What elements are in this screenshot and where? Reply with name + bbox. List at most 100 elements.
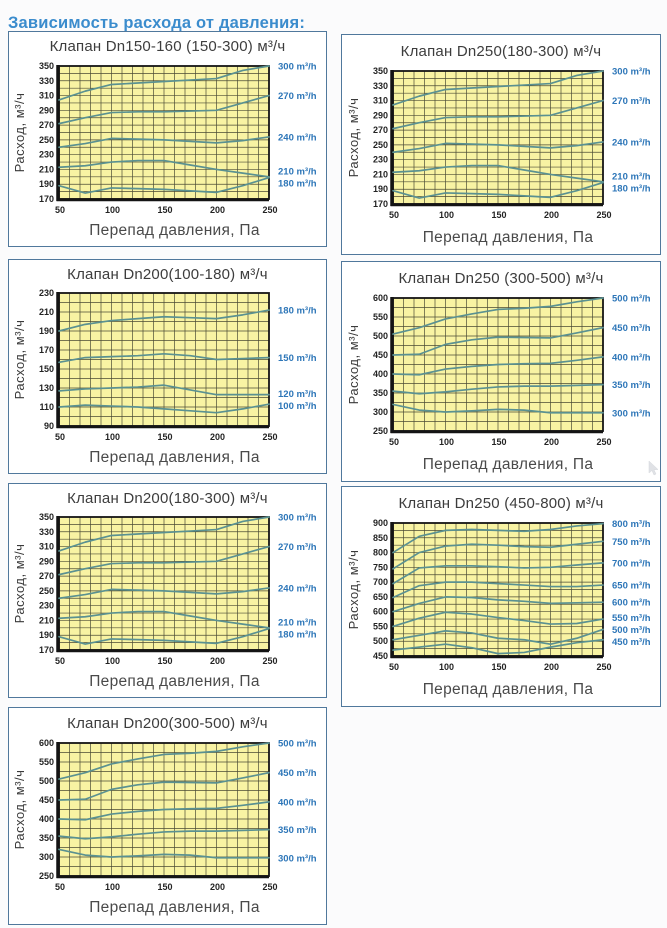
svg-text:300 m³/h: 300 m³/h	[612, 408, 651, 419]
svg-text:100: 100	[105, 432, 120, 442]
svg-text:350: 350	[372, 388, 387, 398]
flow-vs-pressure-chart: 250 300 350 400 450 500 550 600 50 100 150 200 250 Ра…	[346, 293, 651, 447]
svg-text:210: 210	[39, 615, 54, 625]
chart-title: Клапан Dn200(180-300) м³/ч	[67, 490, 268, 507]
svg-text:190: 190	[39, 179, 54, 189]
svg-text:450 m³/h: 450 m³/h	[278, 768, 317, 779]
svg-text:200: 200	[543, 210, 558, 220]
svg-text:150: 150	[157, 882, 172, 892]
svg-text:240 m³/h: 240 m³/h	[278, 583, 317, 594]
svg-text:400: 400	[372, 369, 387, 379]
svg-text:100: 100	[105, 882, 120, 892]
svg-text:400 m³/h: 400 m³/h	[278, 797, 317, 808]
svg-text:150: 150	[157, 656, 172, 666]
svg-text:230: 230	[372, 155, 387, 165]
svg-text:600: 600	[39, 738, 54, 748]
svg-text:270: 270	[39, 120, 54, 130]
svg-text:100: 100	[105, 205, 120, 215]
svg-text:550: 550	[372, 621, 387, 631]
svg-text:150: 150	[491, 210, 506, 220]
svg-text:800: 800	[372, 548, 387, 558]
svg-text:600 m³/h: 600 m³/h	[612, 598, 651, 609]
svg-text:150: 150	[157, 432, 172, 442]
svg-text:250: 250	[372, 426, 387, 436]
svg-text:500 m³/h: 500 m³/h	[612, 294, 651, 305]
svg-text:700 m³/h: 700 m³/h	[612, 558, 651, 569]
svg-text:50: 50	[388, 662, 398, 672]
chart-panel-dn150-160: Клапан Dn150-160 (150-300) м³/ч 170 190 21…	[8, 31, 327, 247]
svg-text:300 m³/h: 300 m³/h	[612, 67, 651, 78]
svg-text:170: 170	[39, 194, 54, 204]
svg-text:270: 270	[39, 571, 54, 581]
page-title: Зависимость расхода от давления:	[8, 14, 306, 33]
svg-text:550: 550	[39, 757, 54, 767]
svg-text:500: 500	[372, 331, 387, 341]
svg-text:150: 150	[157, 205, 172, 215]
chart-title: Клапан Dn250 (300-500) м³/ч	[398, 269, 604, 287]
svg-text:100: 100	[105, 656, 120, 666]
svg-text:500: 500	[372, 636, 387, 646]
svg-text:230: 230	[39, 601, 54, 611]
svg-text:850: 850	[372, 533, 387, 543]
svg-text:100 m³/h: 100 m³/h	[278, 401, 317, 412]
mouse-cursor-icon	[648, 461, 659, 476]
svg-text:350: 350	[39, 61, 54, 71]
svg-text:270 m³/h: 270 m³/h	[278, 542, 317, 553]
svg-text:450: 450	[39, 795, 54, 805]
x-axis-title: Перепад давления, Па	[89, 221, 260, 239]
svg-text:180 m³/h: 180 m³/h	[278, 630, 317, 641]
svg-text:Расход, м³/ч: Расход, м³/ч	[346, 550, 361, 630]
svg-text:250: 250	[596, 210, 611, 220]
x-axis-title: Перепад давления, Па	[422, 455, 594, 473]
svg-text:Расход, м³/ч: Расход, м³/ч	[12, 544, 27, 624]
svg-text:190: 190	[39, 326, 54, 336]
chart-panel-dn250-180-300: Клапан Dn250(180-300) м³/ч 170 190 210 230 2…	[341, 34, 661, 255]
svg-text:130: 130	[39, 383, 54, 393]
svg-text:Расход, м³/ч: Расход, м³/ч	[346, 98, 361, 178]
chart-title: Клапан Dn250(180-300) м³/ч	[400, 42, 602, 60]
svg-text:290: 290	[39, 556, 54, 566]
svg-text:250: 250	[39, 586, 54, 596]
svg-text:240 m³/h: 240 m³/h	[278, 132, 317, 143]
svg-text:210 m³/h: 210 m³/h	[278, 166, 317, 177]
svg-text:50: 50	[55, 882, 65, 892]
svg-text:350: 350	[39, 512, 54, 522]
svg-text:200: 200	[210, 432, 225, 442]
svg-text:Расход, м³/ч: Расход, м³/ч	[12, 769, 27, 849]
svg-text:350: 350	[372, 66, 387, 76]
svg-text:50: 50	[55, 205, 65, 215]
svg-text:50: 50	[55, 656, 65, 666]
svg-text:900: 900	[372, 518, 387, 528]
svg-text:310: 310	[39, 90, 54, 100]
svg-text:400 m³/h: 400 m³/h	[612, 352, 651, 363]
flow-vs-pressure-chart: 450 500 550 600 650 700 750 800 850 900 50 100 150 20…	[346, 518, 651, 672]
svg-text:300 m³/h: 300 m³/h	[278, 853, 317, 864]
svg-text:200: 200	[543, 662, 558, 672]
svg-text:250: 250	[39, 134, 54, 144]
flow-vs-pressure-chart: 170 190 210 230 250 270 290 310 330 350 50 100 150 20…	[346, 66, 651, 220]
svg-text:750: 750	[372, 562, 387, 572]
svg-text:300: 300	[39, 852, 54, 862]
svg-text:270 m³/h: 270 m³/h	[278, 91, 317, 102]
chart-panel-dn200-300-500: Клапан Dn200(300-500) м³/ч 250 300 350 400 4…	[8, 707, 327, 925]
svg-text:170: 170	[39, 345, 54, 355]
svg-text:170: 170	[39, 645, 54, 655]
flow-vs-pressure-chart: 250 300 350 400 450 500 550 600 50 100 150 200 250 Ра…	[12, 738, 317, 892]
svg-text:170: 170	[372, 199, 387, 209]
svg-text:240 m³/h: 240 m³/h	[612, 137, 651, 148]
svg-text:150: 150	[39, 364, 54, 374]
svg-text:50: 50	[55, 432, 65, 442]
svg-text:210: 210	[372, 169, 387, 179]
svg-text:250: 250	[39, 871, 54, 881]
svg-text:600: 600	[372, 293, 387, 303]
flow-vs-pressure-chart: 90 110 130 150 170 190 210 230 50 100 150 200 250 Рас…	[12, 288, 317, 442]
svg-text:450 m³/h: 450 m³/h	[612, 637, 651, 648]
svg-text:500 m³/h: 500 m³/h	[612, 625, 651, 636]
chart-title: Клапан Dn200(100-180) м³/ч	[67, 266, 268, 283]
svg-text:270 m³/h: 270 m³/h	[612, 96, 651, 107]
svg-text:330: 330	[39, 527, 54, 537]
chart-panel-dn200-180-300: Клапан Dn200(180-300) м³/ч 170 190 210 230 2…	[8, 483, 327, 698]
svg-text:110: 110	[39, 402, 54, 412]
svg-text:300 m³/h: 300 m³/h	[278, 513, 317, 524]
svg-text:450: 450	[372, 651, 387, 661]
